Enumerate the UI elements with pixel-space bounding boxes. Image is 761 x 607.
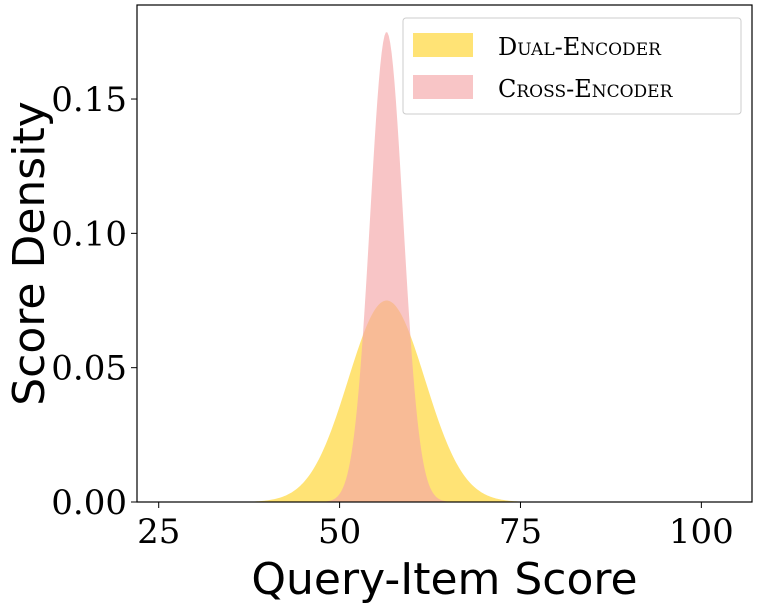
- y-tick-label: 0.05: [51, 349, 127, 389]
- x-axis-ticks: 25 50 75 100: [137, 502, 734, 552]
- y-tick-label: 0.15: [51, 80, 127, 120]
- x-tick-label: 100: [669, 512, 734, 552]
- y-axis-label: Score Density: [4, 101, 55, 406]
- plot-frame: [136, 4, 753, 503]
- y-tick-label: 0.00: [51, 483, 127, 523]
- density-areas: [158, 32, 731, 502]
- y-tick-label: 0.10: [51, 214, 127, 254]
- legend-label-dual-encoder: Dual-Encoder: [498, 33, 662, 61]
- area-dual-encoder: [158, 300, 731, 502]
- legend-swatch-cross-encoder: [413, 75, 473, 99]
- x-axis-label: Query-Item Score: [251, 554, 637, 605]
- x-tick-label: 50: [318, 512, 361, 552]
- legend-label-cross-encoder: Cross-Encoder: [498, 75, 674, 103]
- x-tick-label: 75: [499, 512, 542, 552]
- y-axis-ticks: 0.00 0.05 0.10 0.15: [51, 80, 137, 523]
- x-tick-label: 25: [137, 512, 180, 552]
- legend: Dual-Encoder Cross-Encoder: [402, 17, 742, 115]
- legend-swatch-dual-encoder: [413, 33, 473, 57]
- legend-box: [402, 17, 742, 115]
